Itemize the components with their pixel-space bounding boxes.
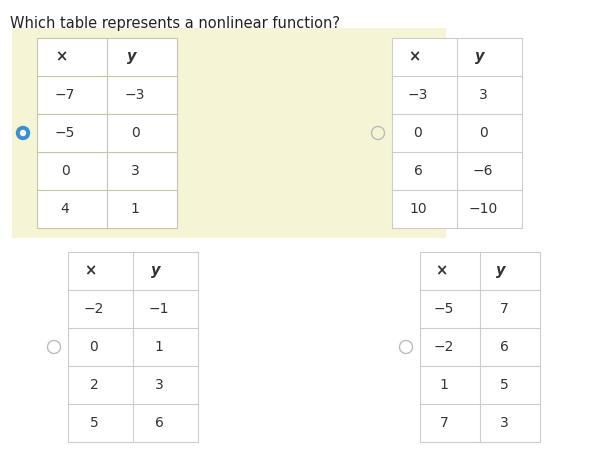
Text: y: y xyxy=(127,49,136,64)
Text: −6: −6 xyxy=(473,164,493,178)
Text: 2: 2 xyxy=(90,378,99,392)
Text: 0: 0 xyxy=(90,340,99,354)
Text: 10: 10 xyxy=(409,202,427,216)
Text: −3: −3 xyxy=(125,88,145,102)
Text: −5: −5 xyxy=(55,126,75,140)
Text: 0: 0 xyxy=(130,126,139,140)
Text: 5: 5 xyxy=(90,416,99,430)
Text: −10: −10 xyxy=(468,202,497,216)
Text: 1: 1 xyxy=(155,340,163,354)
Text: 7: 7 xyxy=(500,302,509,316)
Text: −2: −2 xyxy=(434,340,454,354)
Text: 3: 3 xyxy=(500,416,509,430)
Text: −3: −3 xyxy=(408,88,428,102)
Text: Which table represents a nonlinear function?: Which table represents a nonlinear funct… xyxy=(10,16,340,31)
Text: y: y xyxy=(496,264,506,278)
Bar xyxy=(68,252,198,442)
Text: −2: −2 xyxy=(84,302,104,316)
Text: 3: 3 xyxy=(155,378,163,392)
FancyBboxPatch shape xyxy=(12,28,446,238)
Text: 5: 5 xyxy=(500,378,509,392)
Text: 6: 6 xyxy=(414,164,422,178)
Circle shape xyxy=(17,127,30,139)
Text: 4: 4 xyxy=(61,202,70,216)
Text: 3: 3 xyxy=(478,88,487,102)
Text: 0: 0 xyxy=(414,126,422,140)
Text: ×: × xyxy=(55,49,68,64)
Text: 6: 6 xyxy=(500,340,509,354)
Bar xyxy=(37,38,177,228)
Text: 6: 6 xyxy=(155,416,163,430)
Text: −5: −5 xyxy=(434,302,454,316)
Text: 0: 0 xyxy=(478,126,487,140)
Text: ×: × xyxy=(84,264,97,278)
Text: 7: 7 xyxy=(440,416,448,430)
Circle shape xyxy=(21,131,25,135)
Text: 3: 3 xyxy=(130,164,139,178)
Bar xyxy=(420,252,540,442)
Text: ×: × xyxy=(435,264,447,278)
Text: 1: 1 xyxy=(130,202,139,216)
Text: ×: × xyxy=(409,49,421,64)
Text: −7: −7 xyxy=(55,88,75,102)
Text: 1: 1 xyxy=(440,378,448,392)
Text: y: y xyxy=(475,49,484,64)
Text: 0: 0 xyxy=(61,164,70,178)
Text: y: y xyxy=(151,264,160,278)
Text: −1: −1 xyxy=(149,302,169,316)
Bar xyxy=(392,38,522,228)
